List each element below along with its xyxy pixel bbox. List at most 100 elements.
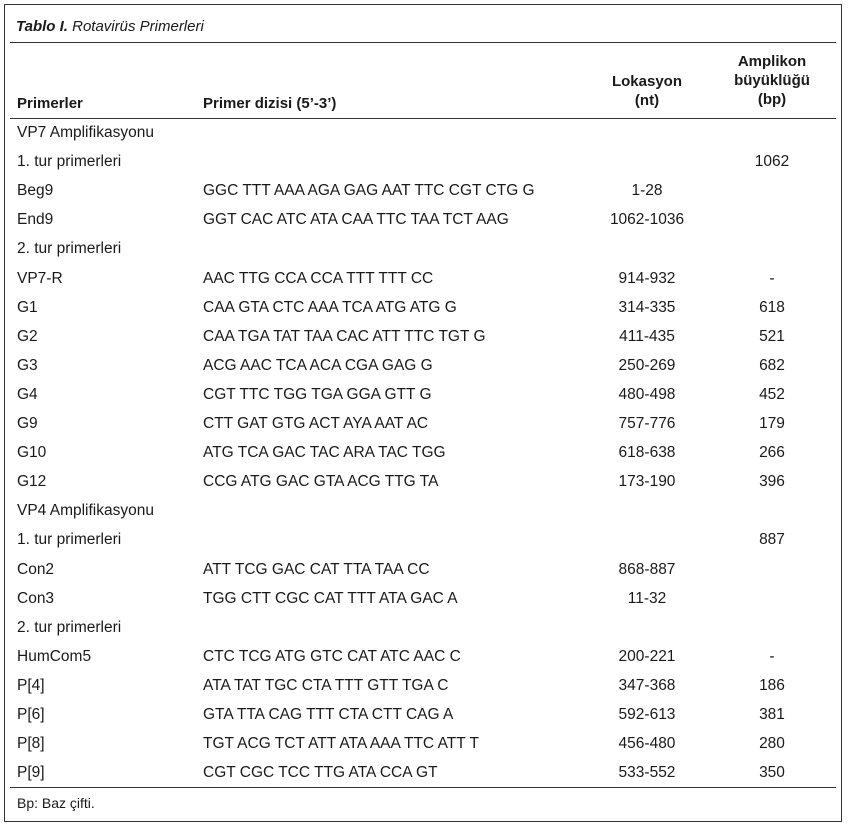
location: 11-32 <box>627 589 667 607</box>
caption-label: Tablo I. <box>16 18 68 35</box>
location: 1-28 <box>631 182 663 200</box>
primer-name: 1. tur primerleri <box>17 153 122 171</box>
primer-name: P[6] <box>17 706 45 723</box>
primer-name: End9 <box>17 211 54 229</box>
primer-name: G1 <box>17 298 38 316</box>
location: 250-269 <box>618 356 676 374</box>
table-row: VP4 Amplifikasyonu <box>0 496 846 525</box>
table-row: 1. tur primerleri 887 <box>0 525 846 554</box>
table-row: G2 CAA TGA TAT TAA CAC ATT TTC TGT G 411-4… <box>0 322 846 351</box>
primer-name: G2 <box>17 327 38 345</box>
table-row: G1 CAA GTA CTC AAA TCA ATG ATG G 314-335 61… <box>0 293 846 322</box>
primer-name: Beg9 <box>17 182 54 200</box>
amplicon-size: 381 <box>759 706 785 723</box>
primer-name: G3 <box>17 356 38 374</box>
table-row: G4 CGT TTC TGG TGA GGA GTT G 480-498 452 <box>0 380 846 409</box>
table-row: Con2 ATT TCG GAC CAT TTA TAA CC 868-887 <box>0 555 846 584</box>
primer-name: G12 <box>17 473 47 491</box>
location: 456-480 <box>618 735 676 753</box>
primer-sequence: TGT ACG TCT ATT ATA AAA TTC ATT T <box>203 735 479 753</box>
table-row: Con3 TGG CTT CGC CAT TTT ATA GAC A 11-32 <box>0 584 846 613</box>
primer-name: G4 <box>17 385 38 403</box>
header-amplicon-line2: büyüklüğü <box>734 72 810 89</box>
primer-name: VP7 Amplifikasyonu <box>17 124 154 141</box>
amplicon-size: 396 <box>759 473 785 491</box>
primer-name: G9 <box>17 415 38 432</box>
header-sequence: Primer dizisi (5’-3’) <box>203 95 337 112</box>
location: 480-498 <box>618 385 676 403</box>
amplicon-size: 186 <box>759 676 785 694</box>
header-amplicon-line1: Amplikon <box>737 53 807 70</box>
primer-sequence: ATG TCA GAC TAC ARA TAC TGG <box>203 444 446 462</box>
primer-sequence: CGT CGC TCC TTG ATA CCA GT <box>203 764 438 782</box>
amplicon-size: 887 <box>759 531 785 549</box>
footnote: Bp: Baz çifti. <box>17 795 95 811</box>
rule-top <box>10 42 836 43</box>
location: 200-221 <box>618 647 676 665</box>
table-row: HumCom5 CTC TCG ATG GTC CAT ATC AAC C 200-… <box>0 642 846 671</box>
table-row: P[4] ATA TAT TGC CTA TTT GTT TGA C 347-368… <box>0 671 846 700</box>
rule-header-bottom <box>10 118 836 119</box>
primer-name: P[9] <box>17 764 45 782</box>
amplicon-size: - <box>769 269 775 287</box>
amplicon-size: 266 <box>759 444 785 462</box>
table-row: 1. tur primerleri 1062 <box>0 147 846 176</box>
primer-name: Con2 <box>17 560 55 578</box>
table-caption: Tablo I. Rotavirüs Primerleri <box>16 18 204 35</box>
primer-name: P[8] <box>17 735 45 753</box>
caption-title: Rotavirüs Primerleri <box>67 18 204 35</box>
amplicon-size: 280 <box>759 735 785 753</box>
primer-sequence: GGC TTT AAA AGA GAG AAT TTC CGT CTG G <box>203 182 535 200</box>
table-row: P[9] CGT CGC TCC TTG ATA CCA GT 533-552 350 <box>0 758 846 787</box>
primer-sequence: CTC TCG ATG GTC CAT ATC AAC C <box>203 647 461 665</box>
header-amplicon-line3: (bp) <box>757 91 787 108</box>
location: 314-335 <box>618 298 676 316</box>
rule-bottom <box>10 787 836 788</box>
primer-sequence: CGT TTC TGG TGA GGA GTT G <box>203 385 432 403</box>
location: 592-613 <box>618 706 676 723</box>
table-row: G10 ATG TCA GAC TAC ARA TAC TGG 618-638 266 <box>0 438 846 467</box>
table-row: VP7-R AAC TTG CCA CCA TTT TTT CC 914-932 - <box>0 264 846 293</box>
primer-sequence: CAA GTA CTC AAA TCA ATG ATG G <box>203 298 457 316</box>
primer-name: Con3 <box>17 589 55 607</box>
primer-sequence: GTA TTA CAG TTT CTA CTT CAG A <box>203 706 454 723</box>
location: 533-552 <box>618 764 676 782</box>
primer-sequence: TGG CTT CGC CAT TTT ATA GAC A <box>203 589 458 607</box>
location: 347-368 <box>618 676 676 694</box>
table-row: 2. tur primerleri <box>0 613 846 642</box>
primer-name: HumCom5 <box>17 647 92 665</box>
header-amplicon: Amplikon büyüklüğü (bp) <box>712 52 832 109</box>
table-row: Beg9 GGC TTT AAA AGA GAG AAT TTC CGT CTG … <box>0 176 846 205</box>
header-location-line1: Lokasyon <box>611 73 683 90</box>
primer-sequence: CTT GAT GTG ACT AYA AAT AC <box>203 415 429 432</box>
amplicon-size: 618 <box>759 298 785 316</box>
primer-sequence: ATA TAT TGC CTA TTT GTT TGA C <box>203 676 449 694</box>
primer-name: VP4 Amplifikasyonu <box>17 502 154 520</box>
location: 618-638 <box>618 444 676 462</box>
amplicon-size: - <box>769 647 775 665</box>
primer-sequence: ACG AAC TCA ACA CGA GAG G <box>203 356 433 374</box>
primer-sequence: GGT CAC ATC ATA CAA TTC TAA TCT AAG <box>203 211 509 229</box>
location: 868-887 <box>618 560 676 578</box>
primer-sequence: CCG ATG GAC GTA ACG TTG TA <box>203 473 439 491</box>
header-location-line2: (nt) <box>634 92 660 109</box>
primer-name: 1. tur primerleri <box>17 531 122 549</box>
amplicon-size: 452 <box>759 385 785 403</box>
table-frame <box>4 4 842 822</box>
primer-sequence: ATT TCG GAC CAT TTA TAA CC <box>203 560 430 578</box>
location: 411-435 <box>619 327 675 345</box>
table-row: P[8] TGT ACG TCT ATT ATA AAA TTC ATT T 456… <box>0 729 846 758</box>
table-row: G12 CCG ATG GAC GTA ACG TTG TA 173-190 396 <box>0 467 846 496</box>
primer-name: 2. tur primerleri <box>17 240 122 258</box>
table-row: G3 ACG AAC TCA ACA CGA GAG G 250-269 682 <box>0 351 846 380</box>
table-row: G9 CTT GAT GTG ACT AYA AAT AC 757-776 179 <box>0 409 846 438</box>
primer-name: G10 <box>17 444 47 462</box>
table-row: 2. tur primerleri <box>0 234 846 263</box>
header-primers: Primerler <box>17 95 83 112</box>
location: 757-776 <box>618 415 676 432</box>
amplicon-size: 1062 <box>754 153 790 171</box>
primer-name: 2. tur primerleri <box>17 618 122 636</box>
amplicon-size: 521 <box>759 327 785 345</box>
location: 914-932 <box>618 269 676 287</box>
table-row: VP7 Amplifikasyonu <box>0 118 846 147</box>
